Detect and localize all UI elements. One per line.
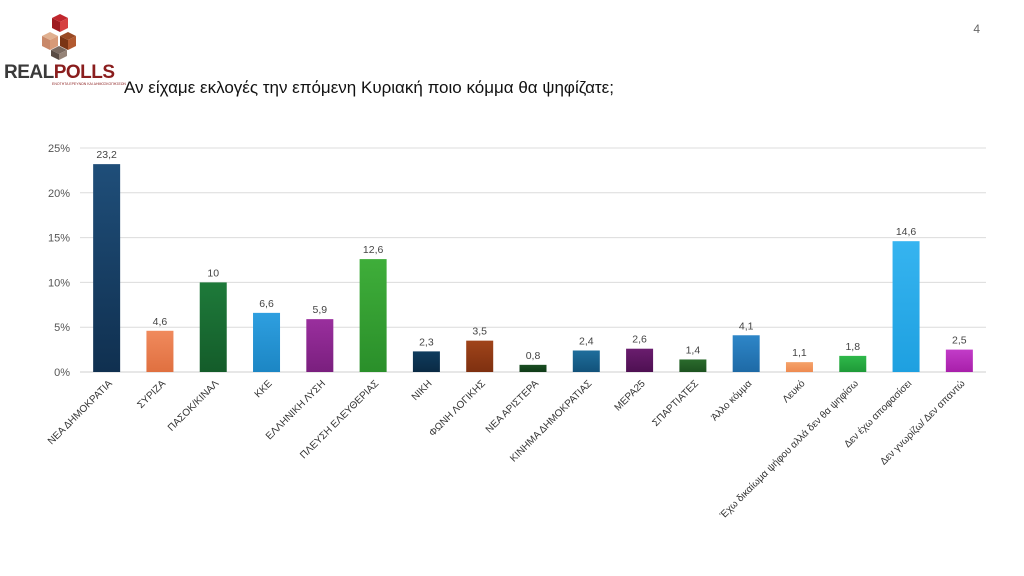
- category-label: ΝΕΑ ΔΗΜΟΚΡΑΤΙΑ: [46, 378, 115, 447]
- bar: [466, 340, 494, 372]
- bar: [945, 349, 973, 372]
- chart-title: Αν είχαμε εκλογές την επόμενη Κυριακή πο…: [124, 78, 614, 97]
- bar: [572, 350, 600, 372]
- category-label: ΦΩΝΗ ΛΟΓΙΚΗΣ: [427, 378, 488, 439]
- bar: [732, 335, 760, 372]
- y-tick-label: 25%: [48, 143, 70, 155]
- data-label: 12,6: [363, 244, 384, 256]
- data-label: 3,5: [472, 326, 487, 338]
- y-tick-label: 5%: [54, 322, 70, 334]
- data-label: 4,1: [739, 320, 754, 332]
- category-label: ΚΚΕ: [253, 378, 275, 400]
- category-label: Λευκό: [780, 377, 808, 405]
- data-labels: 23,2 4,6 10 6,6 5,9 12,6 2,3 3,5 0,8 2,4 2,6 1,4 4,1…: [96, 149, 966, 362]
- bar: [93, 164, 121, 372]
- y-tick-label: 0%: [54, 367, 70, 379]
- realpolls-logo: [42, 14, 76, 60]
- bar: [253, 312, 281, 372]
- y-axis-ticks: 0% 5% 10% 15% 20% 25%: [48, 143, 70, 379]
- y-tick-label: 20%: [48, 188, 70, 200]
- bar: [626, 348, 654, 372]
- data-label: 6,6: [259, 298, 274, 310]
- bar: [839, 355, 867, 372]
- bar: [412, 351, 440, 372]
- category-label: Άλλο κόμμα: [709, 377, 755, 423]
- category-label: ΝΙΚΗ: [410, 378, 435, 403]
- bar: [199, 282, 227, 372]
- bar: [519, 364, 547, 372]
- data-label: 5,9: [313, 304, 328, 316]
- category-label: ΜΕΡΑ25: [613, 378, 648, 413]
- logo-word-polls: POLLS: [53, 62, 115, 83]
- data-label: 2,5: [952, 335, 967, 347]
- data-label: 1,1: [792, 347, 807, 359]
- bar: [146, 330, 174, 372]
- category-label: ΝΕΑ ΑΡΙΣΤΕΡΑ: [484, 378, 541, 435]
- logo-cube-icon: [42, 14, 76, 60]
- data-label: 1,4: [686, 344, 701, 356]
- bar: [892, 241, 920, 372]
- bar: [359, 259, 387, 372]
- bar: [306, 319, 334, 372]
- bar: [679, 359, 707, 372]
- data-label: 0,8: [526, 350, 541, 362]
- category-label: Δεν γνωρίζω/ Δεν απαντώ: [878, 378, 968, 468]
- category-label: ΣΠΑΡΤΙΑΤΕΣ: [650, 378, 701, 429]
- logo-word-real: REAL: [4, 62, 54, 83]
- data-label: 14,6: [896, 226, 917, 238]
- data-label: 2,4: [579, 335, 594, 347]
- page-number: 4: [973, 22, 980, 36]
- data-label: 1,8: [845, 341, 860, 353]
- data-label: 23,2: [96, 149, 117, 161]
- y-tick-label: 10%: [48, 277, 70, 289]
- bars: [93, 164, 973, 372]
- y-tick-label: 15%: [48, 233, 70, 245]
- logo-tagline: ΕΝΟΤΗΤΑ ΕΡΕΥΝΩΝ ΚΑΙ ΔΗΜΟΣΚΟΠΗΣΕΩΝ: [52, 82, 126, 86]
- data-label: 2,6: [632, 334, 647, 346]
- category-label: ΣΥΡΙΖΑ: [135, 378, 168, 411]
- logo-wordmark: REALPOLLS: [4, 62, 115, 84]
- data-label: 4,6: [153, 316, 168, 328]
- data-label: 2,3: [419, 336, 434, 348]
- category-label: ΠΑΣΟΚ/ΚΙΝΑΛ: [166, 378, 222, 434]
- data-label: 10: [207, 267, 219, 279]
- bar: [785, 362, 813, 372]
